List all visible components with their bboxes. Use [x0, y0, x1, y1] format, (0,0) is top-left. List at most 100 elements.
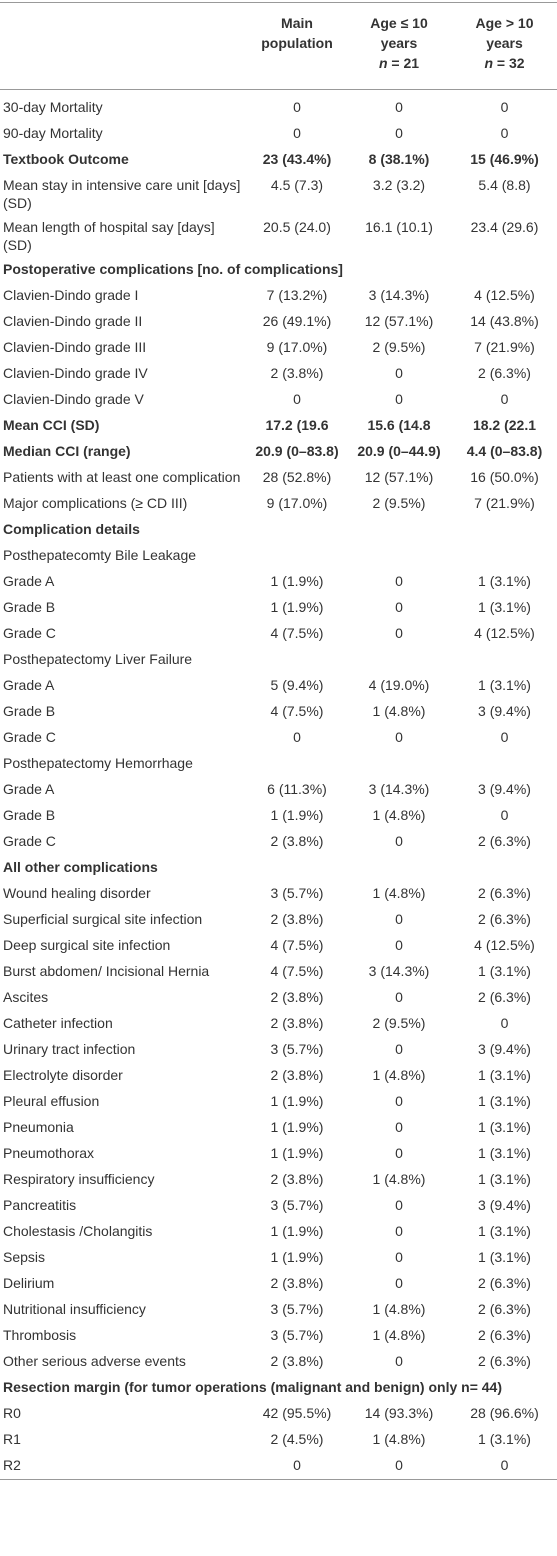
row-label: Major complications (≥ CD III) [3, 495, 188, 511]
value-cell: 0 [395, 989, 403, 1005]
table-row: Grade A 1 (1.9%) 0 1 (3.1%) [0, 569, 557, 595]
row-label: Pneumothorax [3, 1145, 95, 1161]
row-label: Textbook Outcome [3, 151, 129, 167]
value-cell: 2 (3.8%) [270, 911, 324, 927]
row-label: Grade C [3, 833, 56, 849]
value-cell: 18.2 (22.1 [472, 417, 537, 433]
value-cell: 4 (7.5%) [270, 963, 324, 979]
value-cell: 1 (3.1%) [478, 1119, 531, 1135]
value-cell: 1 (3.1%) [478, 1431, 531, 1447]
value-cell: 0 [395, 1119, 403, 1135]
table-row: Resection margin (for tumor operations (… [0, 1375, 557, 1401]
value-cell: 1 (4.8%) [372, 885, 426, 901]
table-row: Cholestasis /Cholangitis 1 (1.9%) 0 1 (3.1%… [0, 1219, 557, 1245]
subsection-heading: Posthepatecomty Bile Leakage [3, 547, 197, 563]
row-label: Delirium [3, 1275, 55, 1291]
value-cell: 0 [395, 1197, 403, 1213]
value-cell: 0 [395, 1223, 403, 1239]
value-cell: 1 (3.1%) [478, 1067, 531, 1083]
value-cell: 0 [395, 1457, 403, 1473]
value-cell: 2 (3.8%) [270, 1275, 324, 1291]
value-cell: 2 (6.3%) [478, 1301, 531, 1317]
table-row: Pancreatitis 3 (5.7%) 0 3 (9.4%) [0, 1193, 557, 1219]
value-cell: 1 (1.9%) [270, 1223, 324, 1239]
row-label: Mean length of hospital say [days] (SD) [3, 219, 215, 253]
value-cell: 8 (38.1%) [368, 151, 430, 167]
section-heading: Resection margin (for tumor operations (… [3, 1379, 502, 1395]
table-row: Clavien-Dindo grade V 0 0 0 [0, 387, 557, 413]
value-cell: 0 [500, 1015, 509, 1031]
table-row: Electrolyte disorder 2 (3.8%) 1 (4.8%) 1 (3… [0, 1063, 557, 1089]
value-cell: 4 (12.5%) [474, 937, 535, 953]
value-cell: 0 [500, 807, 509, 823]
value-cell: 7 (21.9%) [474, 339, 535, 355]
table-row: Complication details [0, 517, 557, 543]
row-label: R2 [3, 1457, 21, 1473]
table-row: Posthepatectomy Hemorrhage [0, 751, 557, 777]
header-n-value: = 32 [496, 55, 525, 71]
row-label: Mean stay in intensive care unit [days] … [3, 177, 241, 211]
value-cell: 2 (4.5%) [270, 1431, 324, 1447]
table-row: Clavien-Dindo grade II 26 (49.1%) 12 (57.1… [0, 309, 557, 335]
table-row: Deep surgical site infection 4 (7.5%) 0 4 (… [0, 933, 557, 959]
table-row: Posthepatecomty Bile Leakage [0, 543, 557, 569]
value-cell: 0 [500, 729, 509, 745]
table-row: Grade B 1 (1.9%) 0 1 (3.1%) [0, 595, 557, 621]
value-cell: 1 (4.8%) [372, 703, 426, 719]
table-row: Clavien-Dindo grade IV 2 (3.8%) 0 2 (6.3%) [0, 361, 557, 387]
table-row: Mean CCI (SD) 17.2 (19.6 15.6 (14.8 18.2 (2… [0, 413, 557, 439]
value-cell: 0 [500, 99, 509, 115]
value-cell: 3 (14.3%) [368, 287, 430, 303]
value-cell: 3 (9.4%) [478, 781, 531, 797]
section-heading: All other complications [3, 859, 158, 875]
value-cell: 0 [293, 125, 301, 141]
table-row: Catheter infection 2 (3.8%) 2 (9.5%) 0 [0, 1011, 557, 1037]
table-row: Thrombosis 3 (5.7%) 1 (4.8%) 2 (6.3%) [0, 1323, 557, 1349]
value-cell: 20.9 (0–83.8) [255, 443, 339, 459]
value-cell: 3 (5.7%) [270, 1197, 324, 1213]
value-cell: 1 (3.1%) [478, 599, 531, 615]
value-cell: 15.6 (14.8 [367, 417, 431, 433]
row-label: Grade C [3, 625, 56, 641]
row-label: Grade A [3, 677, 55, 693]
value-cell: 1 (3.1%) [478, 677, 531, 693]
row-label: Clavien-Dindo grade V [3, 391, 144, 407]
table-row: Clavien-Dindo grade I 7 (13.2%) 3 (14.3%) 4… [0, 283, 557, 309]
row-label: Nutritional insufficiency [3, 1301, 146, 1317]
row-label: Grade A [3, 781, 55, 797]
value-cell: 1 (1.9%) [270, 1249, 324, 1265]
table-row: Mean stay in intensive care unit [days] … [0, 173, 557, 215]
table-row: Burst abdomen/ Incisional Hernia 4 (7.5%)… [0, 959, 557, 985]
section-heading: Postoperative complications [no. of comp… [3, 261, 343, 277]
value-cell: 0 [293, 391, 301, 407]
value-cell: 4 (7.5%) [270, 937, 324, 953]
value-cell: 4 (7.5%) [270, 703, 324, 719]
row-label: R1 [3, 1431, 21, 1447]
table-row: Pneumonia 1 (1.9%) 0 1 (3.1%) [0, 1115, 557, 1141]
row-label: Clavien-Dindo grade IV [3, 365, 148, 381]
value-cell: 1 (3.1%) [478, 1093, 531, 1109]
row-label: Urinary tract infection [3, 1041, 136, 1057]
value-cell: 23 (43.4%) [262, 151, 332, 167]
table-row: Median CCI (range) 20.9 (0–83.8) 20.9 (0–4… [0, 439, 557, 465]
subsection-heading: Posthepatectomy Hemorrhage [3, 755, 193, 771]
table-row: Grade C 0 0 0 [0, 725, 557, 751]
value-cell: 1 (4.8%) [372, 1301, 426, 1317]
value-cell: 1 (4.8%) [372, 1431, 426, 1447]
value-cell: 4 (12.5%) [474, 625, 535, 641]
header-cell: Age ≤ 10 years n = 21 [346, 3, 452, 90]
table-row: Patients with at least one complication 2… [0, 465, 557, 491]
table-row: Clavien-Dindo grade III 9 (17.0%) 2 (9.5%)… [0, 335, 557, 361]
value-cell: 2 (3.8%) [270, 833, 324, 849]
header-title: Main population [261, 15, 333, 51]
value-cell: 4 (7.5%) [270, 625, 324, 641]
table-row: 30-day Mortality 0 0 0 [0, 90, 557, 122]
table-row: Delirium 2 (3.8%) 0 2 (6.3%) [0, 1271, 557, 1297]
value-cell: 0 [395, 99, 403, 115]
table-row: Major complications (≥ CD III) 9 (17.0%) 2… [0, 491, 557, 517]
row-label: 30-day Mortality [3, 99, 103, 115]
table-row: R0 42 (95.5%) 14 (93.3%) 28 (96.6%) [0, 1401, 557, 1427]
value-cell: 1 (1.9%) [270, 573, 324, 589]
value-cell: 2 (6.3%) [478, 885, 531, 901]
